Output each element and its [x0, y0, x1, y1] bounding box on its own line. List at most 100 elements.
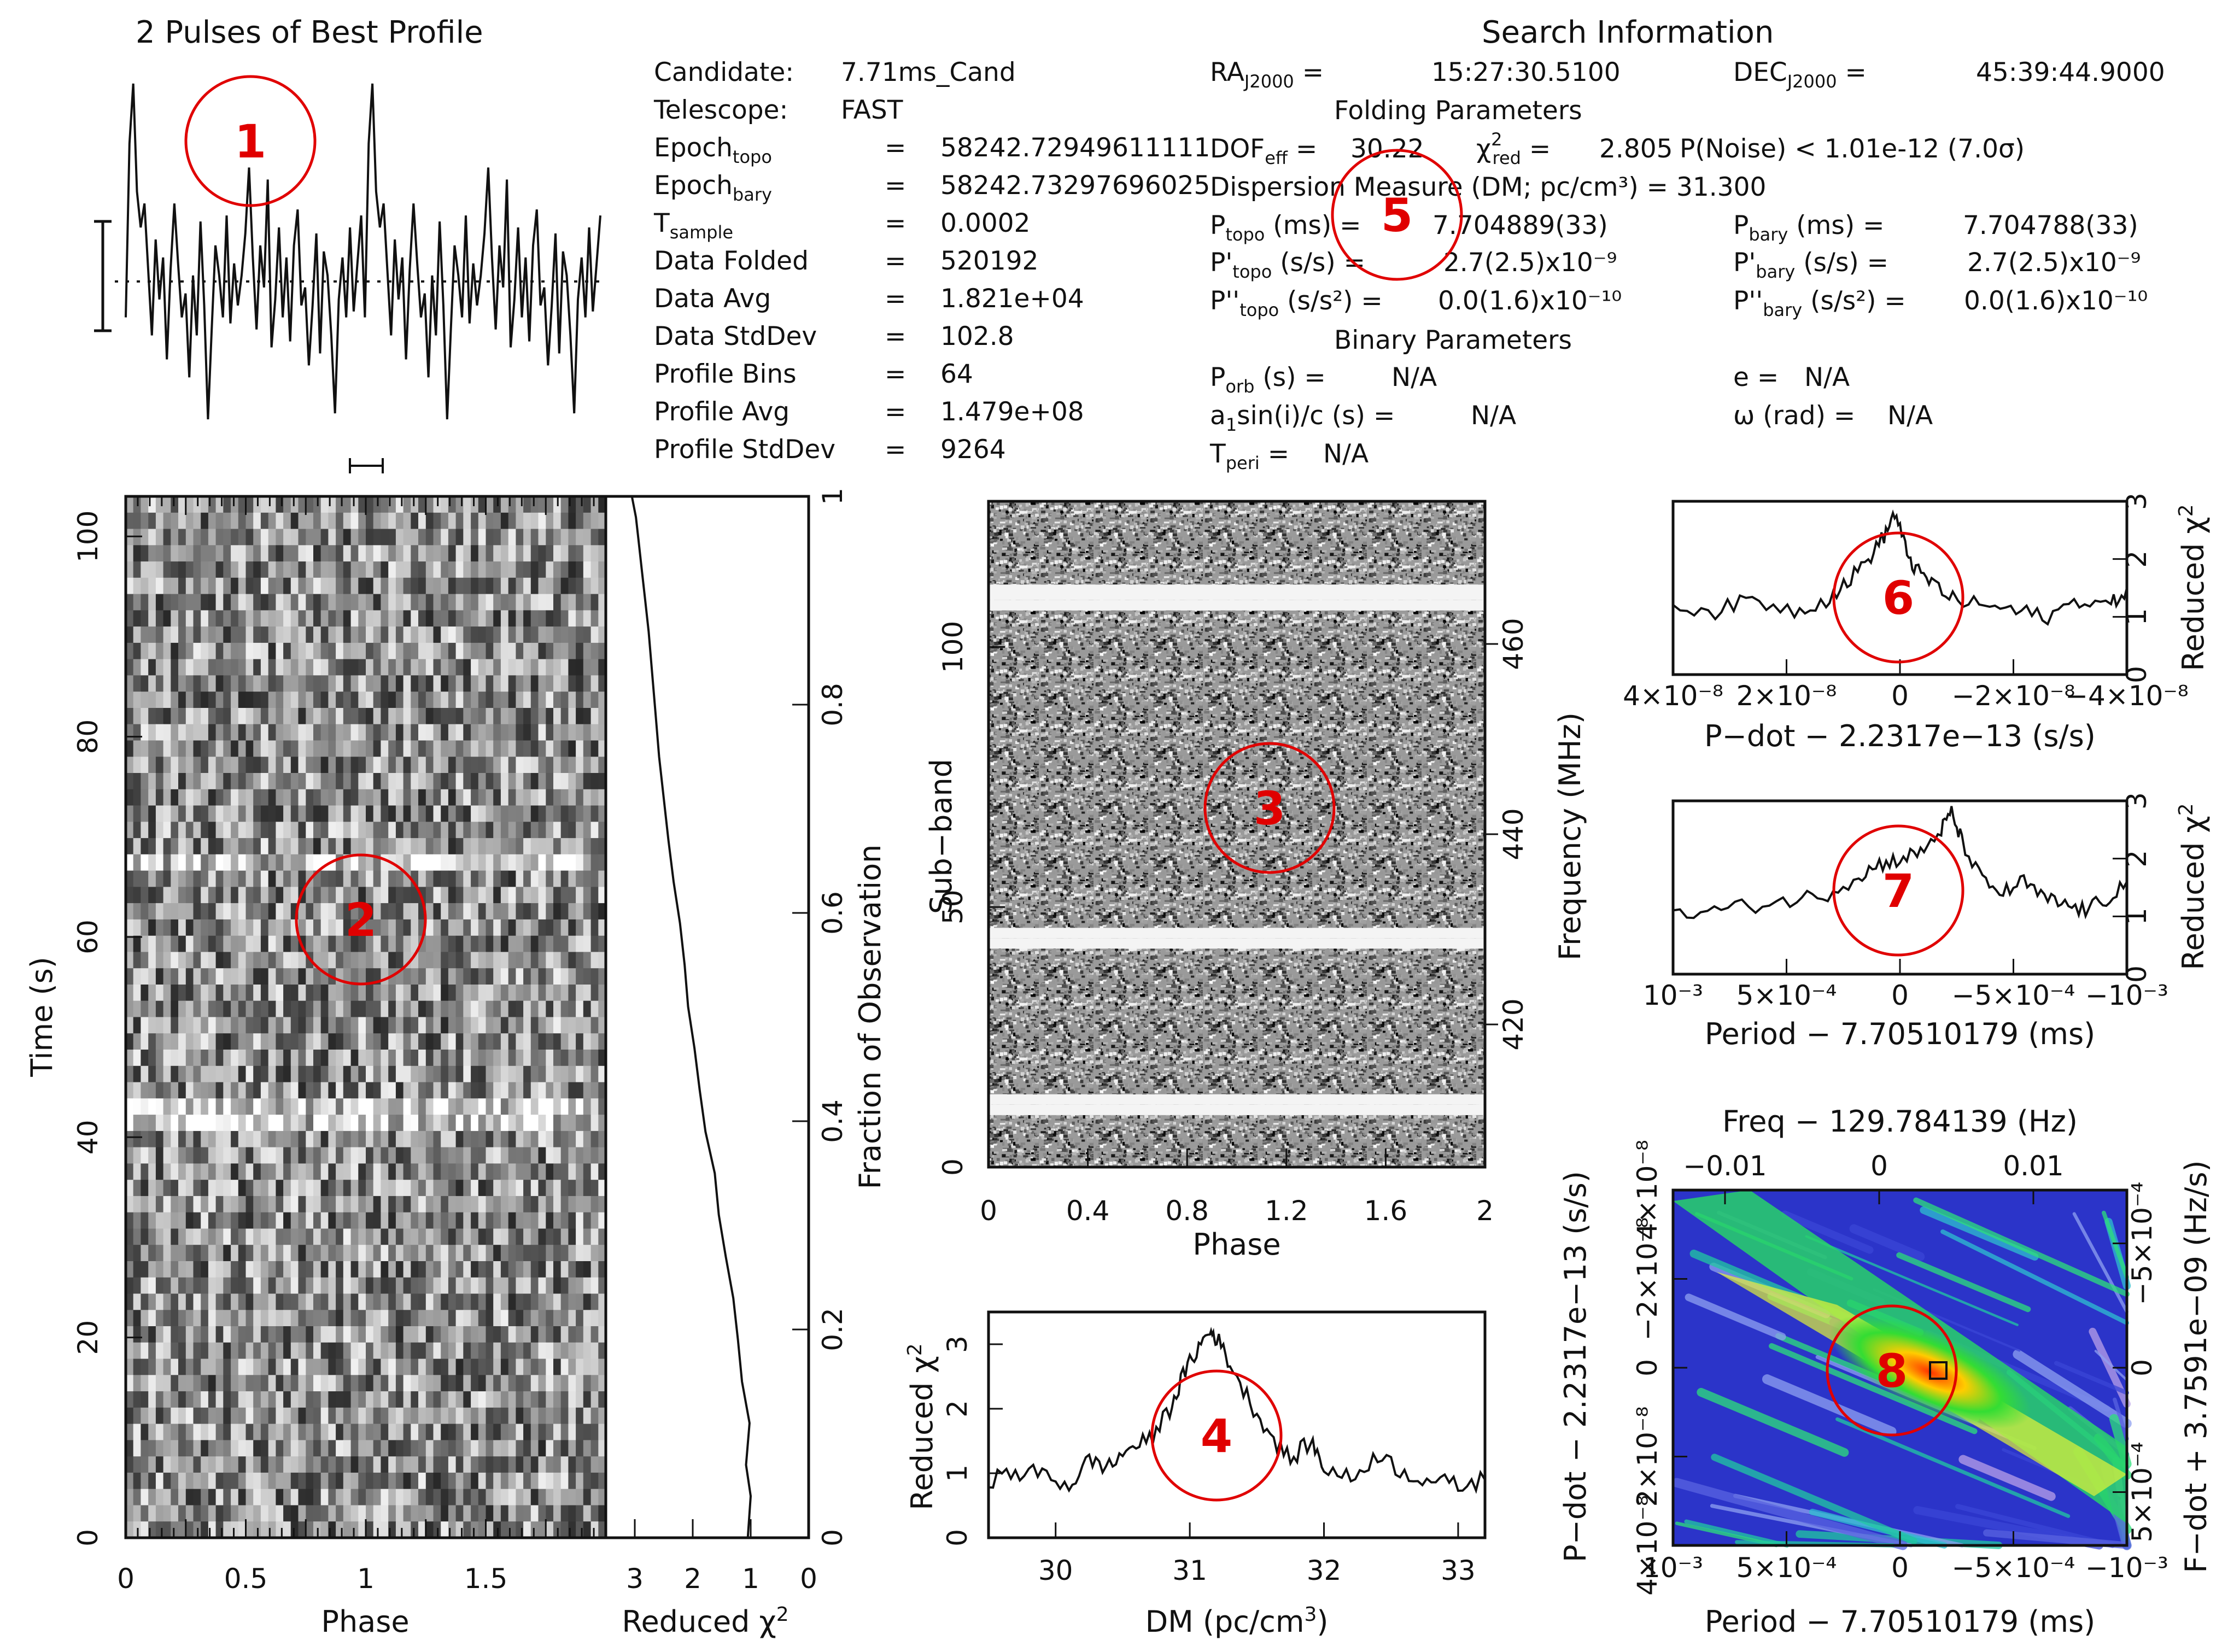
tp-cell [455, 594, 464, 611]
tp-cell [455, 1261, 464, 1278]
tp-cell [171, 1000, 179, 1018]
tp-cell [418, 1180, 426, 1197]
tp-cell [320, 1130, 329, 1148]
tp-cell [583, 1293, 592, 1310]
tp-cell [433, 1423, 441, 1440]
tp-cell [418, 675, 426, 692]
tp-cell [141, 805, 149, 822]
tp-cell [403, 1196, 411, 1213]
tp-cell [500, 1245, 509, 1262]
tp-cell [306, 1521, 314, 1538]
tp-cell [313, 1407, 321, 1425]
tp-cell [403, 1456, 411, 1473]
tp-cell [343, 838, 352, 855]
tp-cell [193, 594, 201, 611]
tp-cell [546, 1098, 554, 1115]
tp-cell [260, 529, 269, 546]
tp-cell [193, 854, 201, 871]
tp-cell [425, 1358, 434, 1375]
tp-cell [388, 773, 396, 790]
tp-cell [546, 1358, 554, 1375]
tp-cell [343, 1050, 352, 1067]
tp-cell [463, 1423, 471, 1440]
tp-cell [455, 903, 464, 920]
tp-cell [141, 1489, 149, 1506]
tp-cell [433, 1375, 441, 1392]
tp-cell [313, 1082, 321, 1099]
tp-cell [538, 642, 546, 660]
tp-cell [336, 1261, 344, 1278]
ppdot-stripe [1835, 1417, 2071, 1518]
tp-cell [471, 1440, 479, 1457]
tp-cell [231, 1440, 239, 1457]
tp-cell [350, 1180, 359, 1197]
tp-cell [201, 724, 209, 741]
tp-cell [546, 577, 554, 595]
tp-cell [343, 1082, 352, 1099]
tp-cell [133, 1440, 141, 1457]
tp-cell [523, 952, 531, 969]
tp-cell [238, 854, 247, 871]
tp-cell [381, 1228, 389, 1245]
tp-cell [238, 1375, 247, 1392]
tp-cell [313, 626, 321, 643]
tp-cell [268, 1277, 276, 1294]
tp-cell [546, 1326, 554, 1343]
tp-cell [276, 952, 284, 969]
tp-cell [201, 1293, 209, 1310]
tp-cell [245, 1472, 254, 1490]
tp-cell [276, 610, 284, 627]
tp-cell [208, 1310, 217, 1327]
tp-cell [590, 626, 599, 643]
tp-cell [538, 577, 546, 595]
tp-cell [448, 1017, 457, 1034]
tp-cell [320, 1358, 329, 1375]
tp-cell [245, 496, 254, 513]
tp-cell [403, 1050, 411, 1067]
tp-cell [350, 1082, 359, 1099]
tp-cell [298, 610, 306, 627]
tp-cell [276, 1293, 284, 1310]
tp-cell [193, 1358, 201, 1375]
tp-cell [546, 773, 554, 790]
marker-circle-5 [1331, 149, 1463, 281]
tp-cell [208, 1228, 217, 1245]
info-value-5: 520192 [940, 246, 1038, 276]
tp-cell [193, 1050, 201, 1067]
tp-cell [268, 740, 276, 757]
tp-cell [425, 919, 434, 936]
tp-cell [238, 1472, 247, 1490]
tp-cell [193, 1147, 201, 1164]
tp-cell [133, 1196, 141, 1213]
tp-cell [215, 985, 224, 1001]
tp-cell [455, 1407, 464, 1425]
tp-cell [471, 1342, 479, 1360]
tp-cell [418, 1098, 426, 1115]
tp-cell [201, 1115, 209, 1132]
tp-cell [448, 985, 457, 1001]
tp-cell [350, 985, 359, 1001]
tp-cell [508, 903, 516, 920]
tp-cell [350, 1391, 359, 1408]
tp-cell [583, 1489, 592, 1506]
tp-cell [171, 1261, 179, 1278]
tp-cell [478, 1147, 487, 1164]
tp-cell [260, 1407, 269, 1425]
tp-cell [381, 561, 389, 578]
tp-cell [178, 968, 186, 985]
tp-cell [418, 1130, 426, 1148]
tp-cell [448, 1391, 457, 1408]
tp-cell [358, 724, 366, 741]
tp-cell [523, 545, 531, 562]
tp-cell [283, 496, 291, 513]
tp-cell [350, 919, 359, 936]
tp-cell [126, 1147, 134, 1164]
tp-cell [358, 1115, 366, 1132]
tc-y2tick-label: 0.2 [817, 1308, 849, 1351]
tp-cell [343, 952, 352, 969]
pp-xtick-label: −10⁻³ [2085, 1552, 2168, 1584]
tp-cell [463, 1277, 471, 1294]
tp-cell [538, 1130, 546, 1148]
info-label-5: Data Folded [654, 246, 809, 276]
